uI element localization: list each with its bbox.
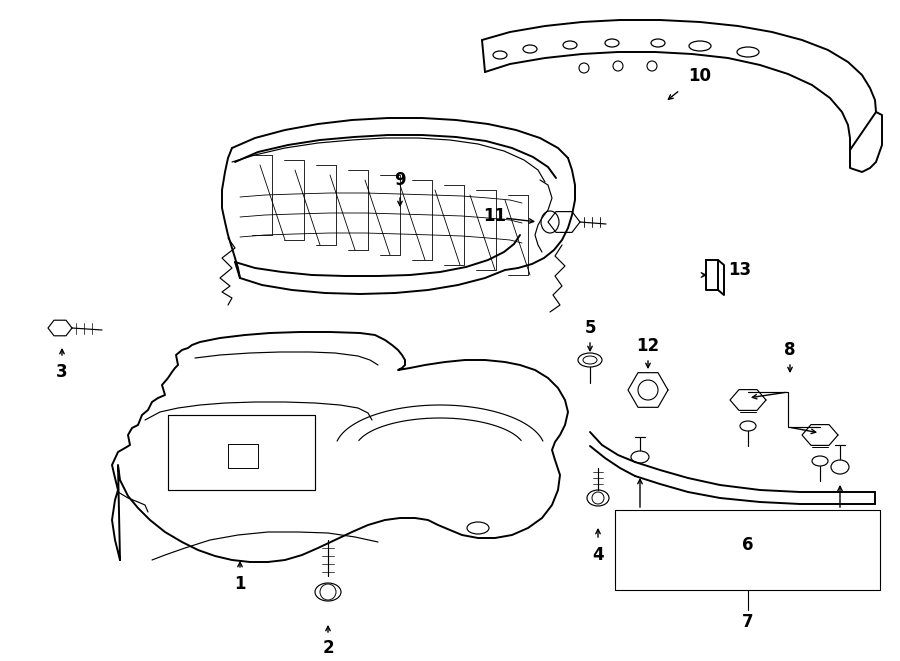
Text: 1: 1 <box>234 575 246 593</box>
Text: 3: 3 <box>56 363 68 381</box>
Text: 6: 6 <box>742 536 754 554</box>
Text: 10: 10 <box>688 67 712 85</box>
Text: 13: 13 <box>728 261 752 279</box>
Text: 5: 5 <box>584 319 596 337</box>
Text: 12: 12 <box>636 337 660 355</box>
Text: 11: 11 <box>483 207 507 225</box>
Text: 2: 2 <box>322 639 334 657</box>
Text: 7: 7 <box>742 613 754 631</box>
Text: 8: 8 <box>784 341 796 359</box>
Text: 4: 4 <box>592 546 604 564</box>
Text: 9: 9 <box>394 171 406 189</box>
